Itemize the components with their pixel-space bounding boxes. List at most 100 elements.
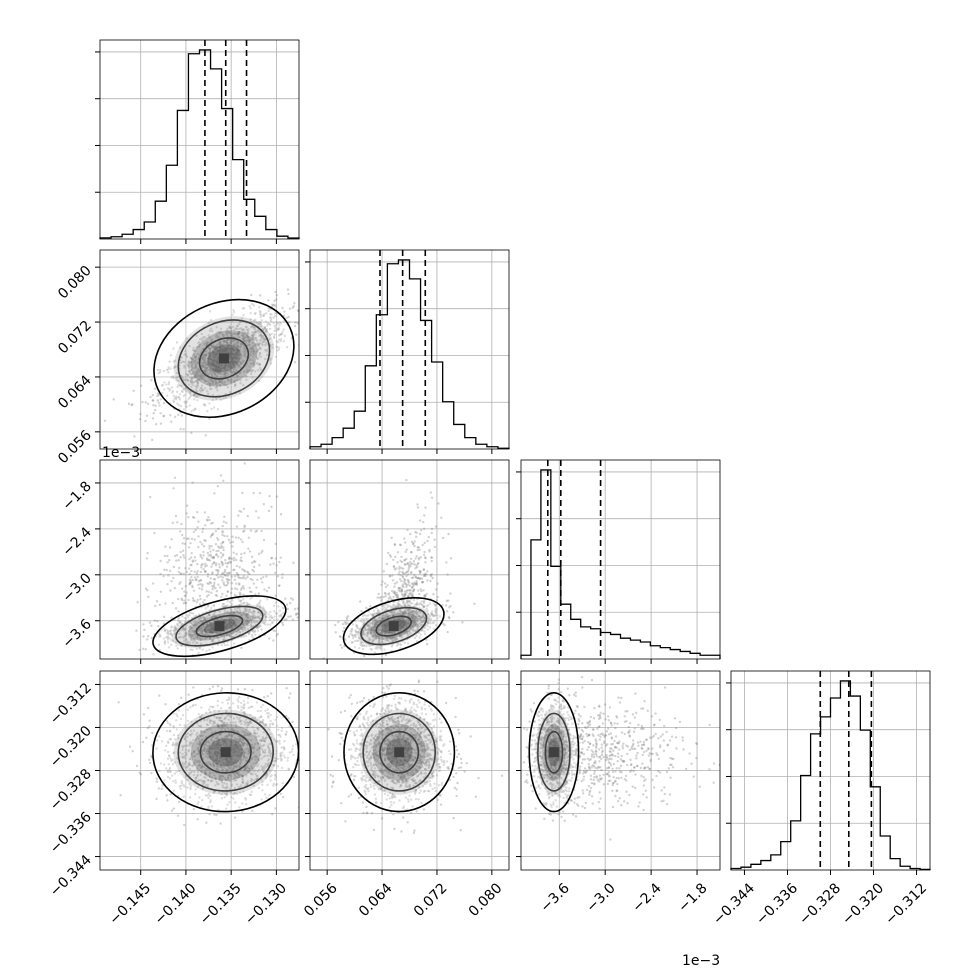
sample-point [384,592,387,596]
sample-point [236,631,239,634]
sample-point [194,407,197,410]
sample-point [138,648,141,652]
sample-point [206,362,209,366]
sample-point [172,487,175,490]
sample-point [230,352,233,356]
sample-point [236,354,239,357]
sample-point [209,577,212,580]
sample-point [254,343,257,346]
sample-point [250,590,253,594]
sample-point [279,513,283,516]
sample-point [391,614,395,617]
sample-point [205,367,208,370]
sample-point [230,338,233,342]
sample-point [207,321,211,325]
sample-point [373,634,376,637]
sample-point [252,609,255,613]
sample-point [192,349,195,352]
sample-point [264,357,267,361]
sample-point [289,601,292,605]
sample-point [277,584,281,587]
sample-point [195,647,199,650]
sample-point [249,620,253,623]
sample-point [169,367,172,370]
sample-point [416,548,419,552]
sample-point [262,340,266,343]
sample-point [211,359,215,362]
sample-point [209,535,213,538]
sample-point [250,633,254,637]
sample-point [240,362,243,365]
sample-point [412,588,416,591]
sample-point [414,616,417,619]
sample-point [419,633,422,636]
sample-point [225,339,228,343]
sample-point [392,591,395,595]
sample-point [278,321,282,324]
sample-point [185,504,189,507]
sample-point [384,613,388,616]
sample-point [244,626,247,630]
sample-point [311,739,313,741]
sample-point [188,582,192,585]
sample-point [404,624,407,628]
sample-point [191,634,194,637]
sample-point [253,363,256,366]
sample-point [288,307,292,310]
sample-point [249,318,252,321]
sample-point [188,371,191,374]
sample-point [349,632,352,636]
sample-point [398,565,401,569]
sample-point [405,632,409,635]
sample-point [188,362,191,365]
sample-point [173,628,176,632]
sample-point [399,559,402,563]
sample-point [382,616,385,620]
sample-point [252,613,256,617]
sample-point [256,349,259,353]
sample-point [398,586,402,590]
sample-point [418,636,421,639]
sample-point [403,593,406,597]
sample-point [222,602,226,606]
sample-point [210,407,213,411]
sample-point [402,624,405,627]
sample-point [183,353,186,356]
sample-point [409,626,412,630]
sample-point [244,621,247,624]
sample-point [417,625,420,628]
sample-point [230,625,233,629]
sample-point [258,313,262,316]
sample-point [197,345,201,348]
sample-point [187,383,191,386]
sample-point [265,330,268,333]
sample-point [239,559,242,562]
sample-point [186,373,190,377]
sample-point [153,408,157,412]
sample-point [425,592,428,596]
sample-point [251,568,254,572]
sample-point [228,349,232,352]
sample-point [198,594,202,598]
sample-point [341,622,345,626]
sample-point [438,615,442,618]
sample-point [157,643,160,646]
sample-point [281,795,285,799]
sample-point [228,338,232,341]
sample-point [373,628,376,631]
sample-point [203,617,206,620]
sample-point [368,626,371,630]
sample-point [407,619,411,623]
sample-point [197,613,201,616]
sample-point [400,579,403,583]
sample-point [268,333,272,336]
sample-point [205,630,208,634]
sample-point [196,398,199,402]
sample-point [374,619,378,622]
sample-point [189,633,192,637]
sample-point [222,571,225,575]
sample-point [350,641,354,644]
sample-point [174,627,178,630]
sample-point [163,381,166,384]
sample-point [233,383,237,387]
